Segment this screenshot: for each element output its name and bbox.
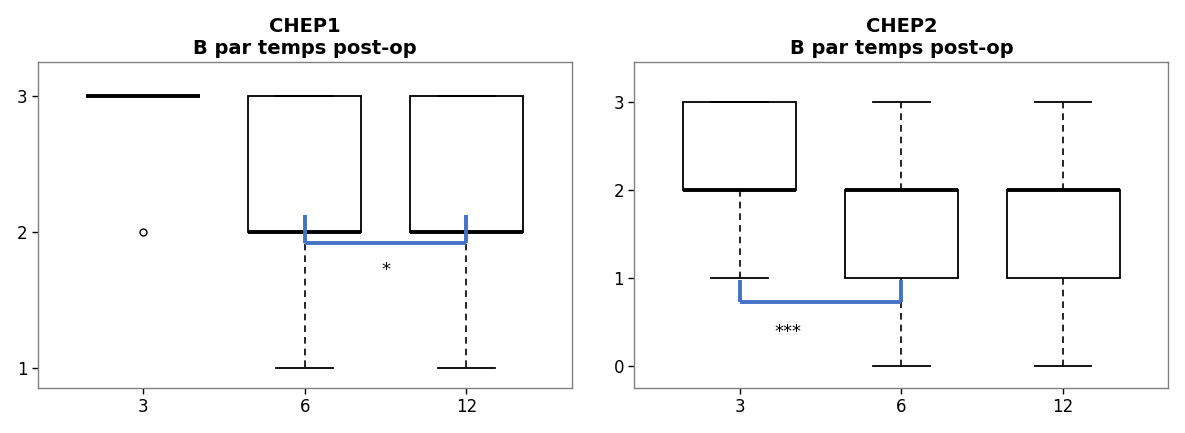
PathPatch shape — [1006, 190, 1120, 278]
PathPatch shape — [683, 102, 796, 190]
PathPatch shape — [248, 96, 361, 232]
PathPatch shape — [410, 96, 523, 232]
Title: CHEP2
B par temps post-op: CHEP2 B par temps post-op — [789, 16, 1013, 58]
Title: CHEP1
B par temps post-op: CHEP1 B par temps post-op — [193, 16, 416, 58]
PathPatch shape — [845, 190, 957, 278]
Text: ***: *** — [775, 323, 801, 342]
Text: *: * — [382, 261, 390, 279]
